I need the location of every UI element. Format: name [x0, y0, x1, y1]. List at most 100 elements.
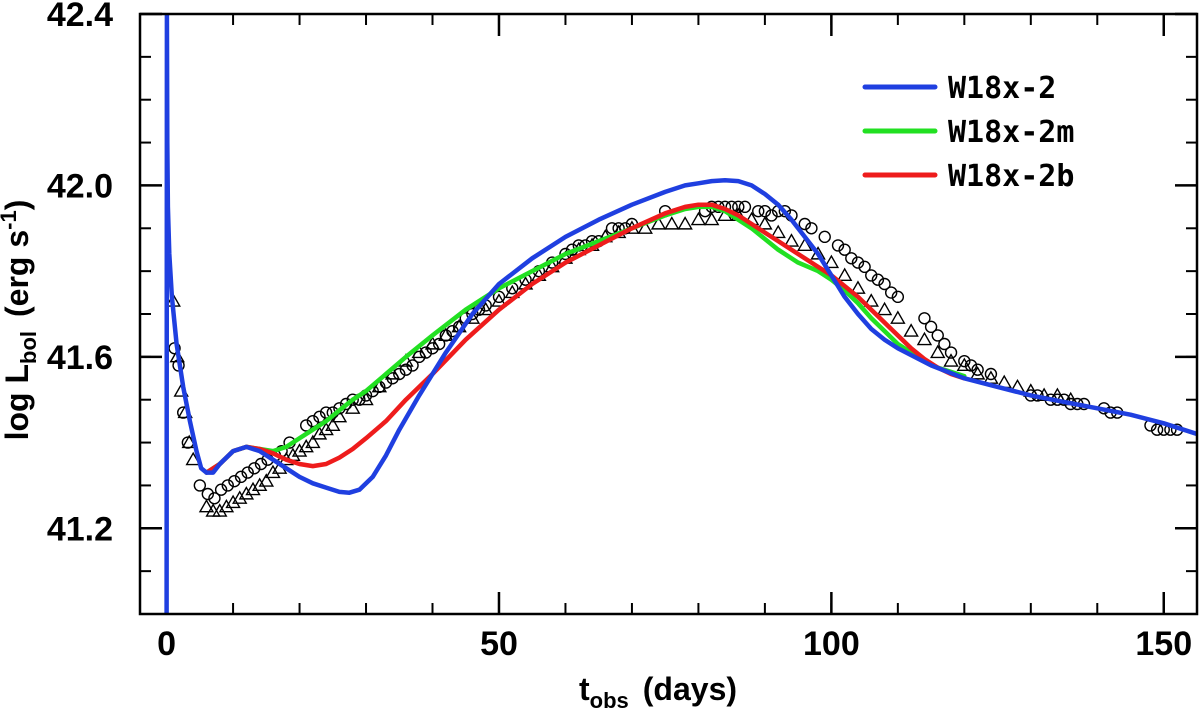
observation-circle: [313, 410, 326, 424]
observation-circle: [798, 217, 811, 231]
observation-triangle: [690, 211, 707, 226]
legend-label-w18x-2b: W18x-2b: [948, 159, 1074, 194]
observation-triangle: [411, 344, 427, 359]
observation-triangle: [783, 233, 800, 247]
observation-circle: [918, 312, 931, 325]
observation-circle: [851, 256, 865, 269]
observation-circle: [858, 260, 871, 274]
observation-triangle: [212, 503, 228, 517]
observation-circle: [738, 200, 752, 214]
observation-triangle: [850, 280, 866, 294]
observation-triangle: [358, 391, 374, 406]
legend-label-w18x-2m: W18x-2m: [948, 115, 1074, 150]
observation-triangle: [305, 434, 321, 449]
observation-triangle: [664, 216, 680, 230]
observation-triangle: [198, 498, 215, 513]
observation-triangle: [930, 344, 946, 359]
series-line-w18x-2: [164, 14, 1197, 614]
observation-markers: [165, 200, 1184, 517]
observation-circle: [944, 346, 958, 359]
observation-triangle: [863, 293, 879, 307]
y-tick-label: 42.0: [47, 167, 113, 205]
observation-circle: [732, 200, 745, 214]
observation-triangle: [265, 464, 281, 479]
observation-triangle: [650, 216, 667, 230]
observation-triangle: [291, 443, 308, 457]
observation-circle: [971, 363, 984, 376]
model-curves: [164, 14, 1197, 614]
observation-circle: [319, 406, 333, 419]
observation-circle: [845, 252, 858, 265]
legend: W18x-2 W18x-2m W18x-2b: [862, 71, 1074, 194]
observation-circle: [805, 222, 818, 235]
observation-circle: [924, 320, 938, 334]
observation-circle: [306, 414, 320, 428]
observation-circle: [984, 367, 998, 381]
observation-circle: [885, 286, 898, 299]
observation-triangle: [637, 220, 653, 234]
observation-circle: [838, 243, 851, 256]
observation-circle: [241, 466, 254, 479]
observation-triangle: [345, 400, 361, 414]
observation-triangle: [491, 293, 507, 307]
observation-circle: [938, 337, 951, 351]
observation-triangle: [438, 327, 454, 342]
observation-circle: [248, 462, 261, 475]
observation-triangle: [704, 211, 720, 226]
y-tick-label: 42.4: [47, 0, 113, 34]
observation-triangle: [218, 498, 235, 513]
observation-circle: [228, 474, 241, 488]
series-line-w18x-2b: [204, 202, 967, 475]
observation-triangle: [325, 417, 341, 432]
observation-circle: [492, 290, 506, 304]
observation-triangle: [371, 378, 388, 393]
observation-triangle: [258, 473, 275, 487]
observation-circle: [193, 479, 207, 492]
observation-triangle: [836, 267, 853, 282]
observation-triangle: [1036, 387, 1052, 402]
observation-triangle: [943, 353, 959, 367]
y-axis-title: log Lbol(erg s-1): [0, 200, 41, 441]
observation-triangle: [916, 331, 933, 346]
observation-triangle: [770, 224, 786, 239]
observation-triangle: [225, 494, 241, 509]
observation-circle: [778, 204, 792, 218]
observation-circle: [299, 419, 313, 432]
observation-triangle: [331, 408, 348, 423]
observation-triangle: [238, 486, 255, 500]
legend-label-w18x-2: W18x-2: [948, 71, 1056, 106]
observation-circle: [214, 483, 228, 496]
observation-triangle: [823, 254, 840, 269]
observation-circle: [466, 307, 479, 321]
observation-triangle: [205, 503, 221, 517]
x-tick-label: 150: [1135, 625, 1192, 663]
observation-circle: [254, 457, 268, 471]
observation-circle: [1150, 423, 1164, 436]
observation-circle: [831, 239, 845, 252]
tick-labels: 0 50 100 150 41.2 41.6 42.0 42.4: [47, 0, 1192, 663]
observation-circle: [201, 487, 215, 501]
observation-circle: [891, 290, 905, 304]
observation-triangle: [969, 366, 986, 380]
observation-triangle: [477, 301, 494, 316]
observation-triangle: [903, 323, 919, 337]
observation-triangle: [318, 421, 334, 436]
observation-circle: [399, 363, 413, 376]
observation-circle: [865, 269, 878, 282]
observation-triangle: [424, 336, 441, 350]
observation-circle: [208, 492, 221, 505]
observation-circle: [221, 479, 234, 492]
observation-triangle: [251, 477, 268, 492]
x-tick-label: 100: [803, 625, 860, 663]
observation-triangle: [757, 216, 773, 230]
observation-circle: [871, 273, 885, 286]
observation-circle: [818, 230, 831, 244]
observation-triangle: [245, 481, 261, 496]
observation-triangle: [956, 357, 973, 372]
observation-circle: [931, 329, 944, 342]
plot-frame: [138, 12, 1199, 616]
observation-circle: [958, 354, 971, 368]
observation-triangle: [298, 438, 314, 453]
x-tick-label: 0: [157, 625, 176, 663]
